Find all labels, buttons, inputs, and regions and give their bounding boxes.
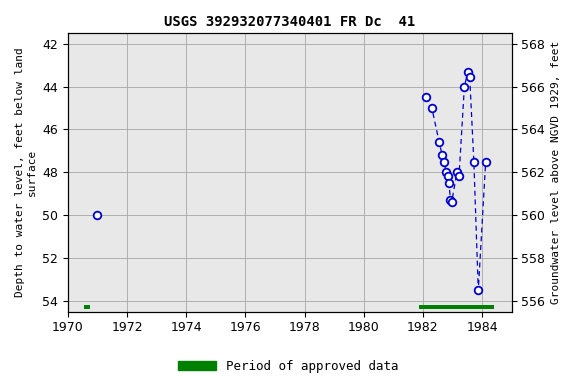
Y-axis label: Groundwater level above NGVD 1929, feet: Groundwater level above NGVD 1929, feet (551, 41, 561, 304)
Bar (419, 305, 494, 310)
Y-axis label: Depth to water level, feet below land
surface: Depth to water level, feet below land su… (15, 48, 37, 297)
Bar (84, 305, 90, 310)
Legend: Period of approved data: Period of approved data (173, 355, 403, 378)
Title: USGS 392932077340401 FR Dc  41: USGS 392932077340401 FR Dc 41 (164, 15, 415, 29)
